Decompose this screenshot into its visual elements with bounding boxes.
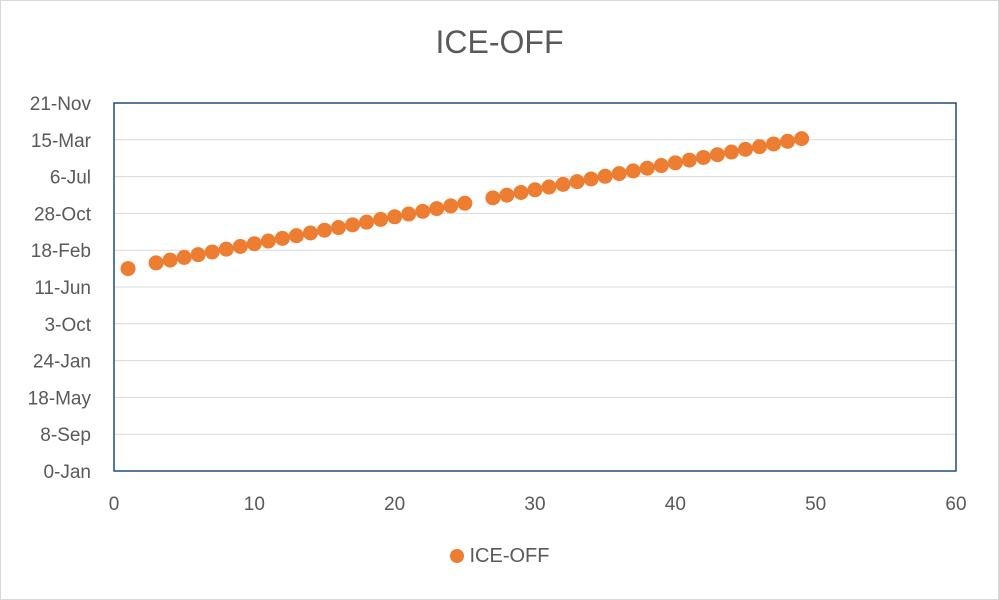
data-point [752, 139, 768, 155]
legend-label: ICE-OFF [469, 545, 550, 567]
y-tick-label: 3-Oct [45, 315, 92, 336]
x-tick-label: 20 [384, 494, 405, 515]
y-tick-label: 0-Jan [43, 462, 91, 483]
data-point [709, 147, 725, 163]
data-point [373, 211, 389, 227]
data-point [794, 131, 810, 147]
y-tick-label: 24-Jan [33, 352, 91, 373]
legend: ICE-OFF [0, 545, 999, 568]
data-point [387, 209, 403, 225]
y-tick-label: 15-Mar [31, 131, 92, 152]
data-point [499, 187, 515, 203]
data-point [345, 217, 361, 233]
data-point [162, 252, 178, 268]
data-point [148, 255, 164, 271]
data-point [667, 155, 683, 171]
series-points [120, 131, 810, 277]
y-tick-label: 18-May [28, 388, 92, 409]
plot-border [113, 102, 957, 472]
data-point [611, 166, 627, 182]
data-point [120, 261, 136, 277]
data-point [246, 236, 262, 252]
data-point [780, 133, 796, 149]
data-point [569, 174, 585, 190]
y-tick-label: 11-Jun [34, 278, 91, 299]
data-point [260, 233, 276, 249]
data-point [653, 158, 669, 174]
data-point [204, 244, 220, 260]
data-point [429, 201, 445, 217]
data-point [331, 220, 347, 236]
legend-marker-icon [449, 549, 464, 563]
data-point [766, 136, 782, 152]
data-point [513, 184, 529, 200]
x-tick-label: 60 [945, 494, 966, 515]
data-point [695, 149, 711, 165]
data-point [597, 168, 613, 184]
y-tick-label: 18-Feb [31, 241, 91, 262]
y-tick-label: 6-Jul [50, 168, 91, 189]
x-tick-label: 40 [665, 494, 686, 515]
x-axis-ticks: 0 10 20 30 40 50 60 [109, 494, 967, 515]
data-point [583, 171, 599, 187]
x-tick-label: 30 [524, 494, 545, 515]
data-point [176, 249, 192, 265]
data-point [625, 163, 641, 179]
data-point [274, 230, 290, 246]
x-tick-label: 50 [805, 494, 826, 515]
data-point [723, 144, 739, 160]
data-point [218, 241, 234, 257]
data-point [541, 179, 557, 195]
x-tick-label: 10 [244, 494, 265, 515]
x-tick-label: 0 [109, 494, 120, 515]
data-point [457, 195, 473, 211]
data-point [359, 214, 375, 230]
y-tick-label: 28-Oct [34, 204, 92, 225]
data-point [485, 190, 501, 206]
data-point [190, 247, 206, 263]
data-point [317, 222, 332, 238]
data-point [443, 198, 459, 214]
chart-title: ICE-OFF [435, 24, 564, 60]
y-tick-label: 21-Nov [30, 94, 92, 115]
data-point [738, 141, 753, 157]
data-point [232, 238, 248, 254]
data-point [555, 176, 571, 192]
gridlines [114, 102, 956, 472]
data-point [288, 228, 304, 244]
data-point [401, 206, 417, 222]
y-tick-label: 8-Sep [40, 425, 91, 446]
y-axis-ticks: 0-Jan 8-Sep 18-May 24-Jan 3-Oct 11-Jun 18-Feb 2… [28, 94, 92, 483]
data-point [639, 160, 655, 176]
data-point [527, 182, 543, 198]
data-point [302, 225, 318, 241]
data-point [681, 152, 697, 168]
data-point [415, 203, 431, 219]
